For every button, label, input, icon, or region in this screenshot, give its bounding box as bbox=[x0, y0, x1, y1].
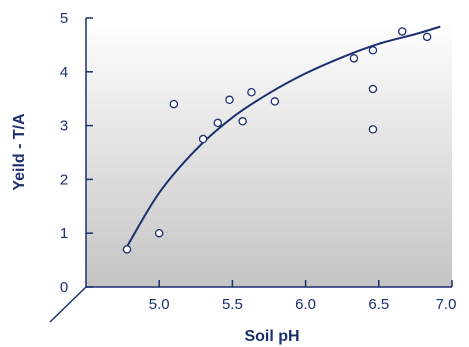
data-point bbox=[213, 118, 223, 128]
data-point bbox=[169, 99, 179, 109]
y-tick-label: 5 bbox=[60, 10, 68, 27]
x-axis-title: Soil pH bbox=[244, 328, 299, 345]
data-point bbox=[122, 245, 132, 254]
x-tick-label: 5.0 bbox=[149, 296, 170, 313]
plot-background bbox=[86, 18, 452, 287]
trend-curve bbox=[126, 25, 441, 248]
y-ticks: 0 1 2 3 4 5 bbox=[60, 10, 93, 296]
data-point bbox=[198, 134, 208, 144]
data-point bbox=[238, 117, 247, 126]
x-tick-label: 5.5 bbox=[222, 296, 243, 313]
axis-break-line bbox=[49, 286, 87, 323]
x-tick-label: 6.5 bbox=[368, 296, 389, 313]
data-point bbox=[368, 46, 378, 55]
data-point bbox=[422, 32, 432, 42]
x-tick-label: 7.0 bbox=[436, 296, 457, 313]
data-point bbox=[247, 87, 256, 97]
y-tick-label: 2 bbox=[60, 171, 68, 188]
data-point bbox=[154, 228, 164, 238]
y-axis-title: Yeild - T/A bbox=[11, 113, 28, 191]
data-point bbox=[397, 27, 407, 36]
y-tick-label: 0 bbox=[60, 279, 68, 296]
x-ticks: 5.0 5.5 6.0 6.5 7.0 bbox=[149, 280, 457, 313]
data-point bbox=[225, 95, 234, 105]
y-tick-label: 1 bbox=[60, 225, 68, 242]
scatter-points bbox=[122, 27, 432, 254]
data-point bbox=[368, 84, 378, 94]
data-point bbox=[270, 97, 280, 106]
y-tick-label: 3 bbox=[60, 118, 68, 135]
data-point bbox=[368, 125, 378, 134]
y-tick-label: 4 bbox=[60, 64, 68, 81]
data-point bbox=[349, 54, 359, 63]
x-tick-label: 6.0 bbox=[295, 296, 316, 313]
